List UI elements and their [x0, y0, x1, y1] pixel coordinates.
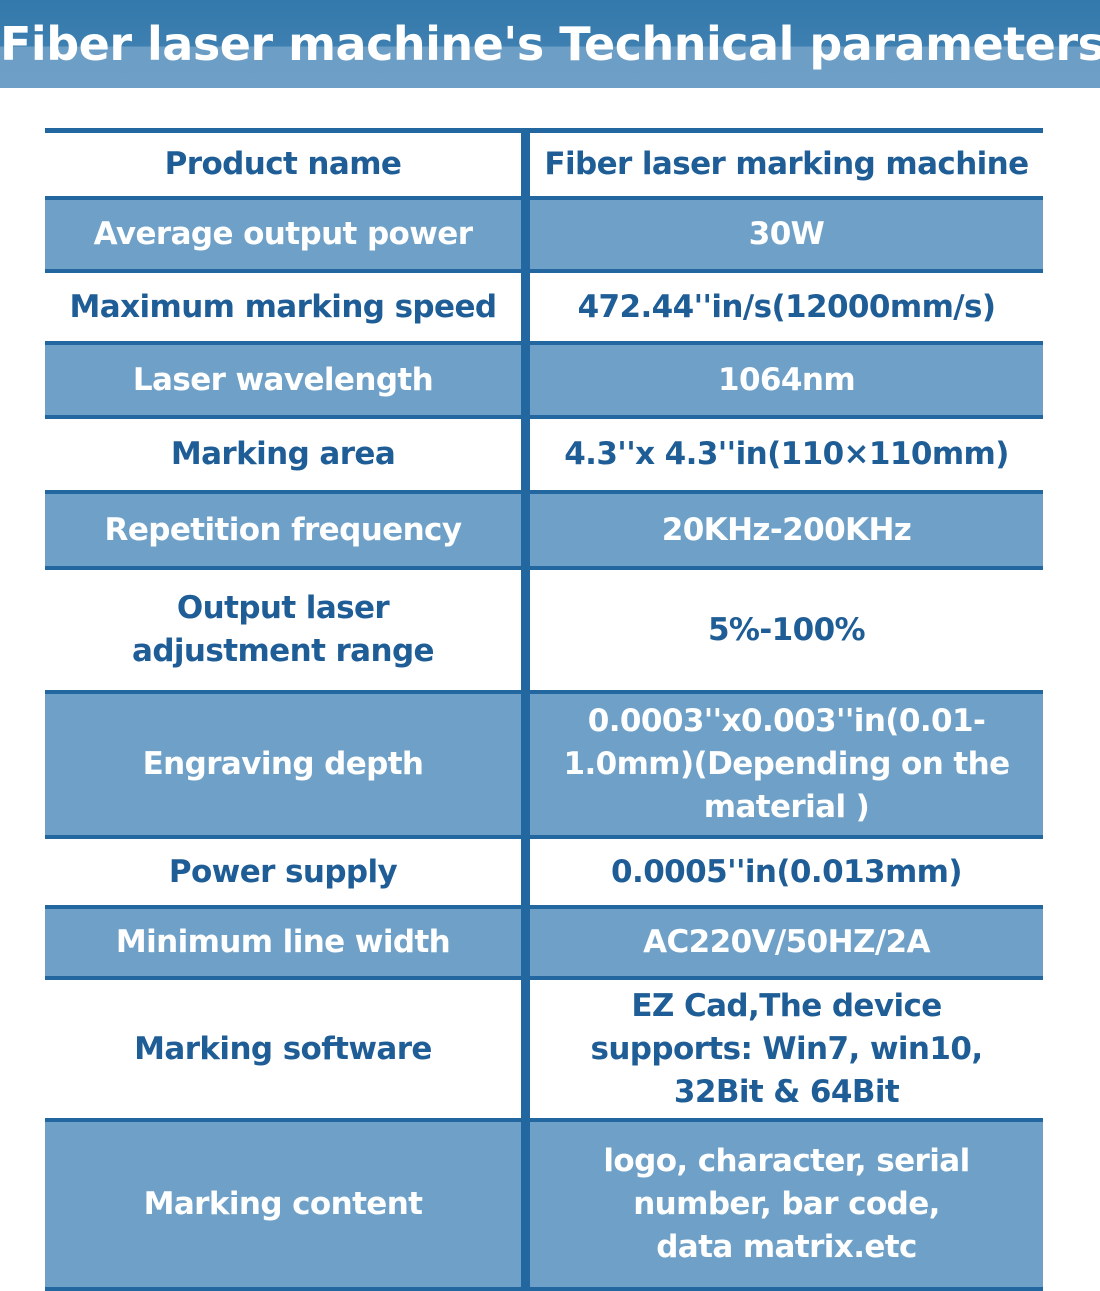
row-label: Repetition frequency	[104, 511, 463, 548]
column-divider	[521, 839, 530, 905]
row-label: Maximum marking speed	[69, 288, 498, 325]
table-row: Power supply 0.0005''in(0.013mm)	[45, 839, 1043, 909]
row-value: 0.0005''in(0.013mm)	[611, 853, 963, 890]
table-row: Product name Fiber laser marking machine	[45, 133, 1043, 200]
row-value: Fiber laser marking machine	[544, 146, 1029, 182]
row-value: 4.3''x 4.3''in(110×110mm)	[564, 436, 1009, 472]
column-divider	[521, 570, 530, 690]
row-label: Marking content	[143, 1186, 423, 1222]
row-value: EZ Cad,The device supports: Win7, win10, 3…	[590, 987, 983, 1110]
column-divider	[521, 133, 530, 196]
table-top-rule	[45, 128, 1043, 133]
row-value: 20KHz-200KHz	[661, 511, 912, 548]
table-row: Laser wavelength 1064nm	[45, 345, 1043, 419]
row-label: Power supply	[168, 853, 398, 890]
row-label: Laser wavelength	[132, 361, 434, 398]
table-row: Average output power 30W	[45, 200, 1043, 273]
row-label: Engraving depth	[142, 746, 424, 782]
column-divider	[521, 494, 530, 566]
table-row: Repetition frequency 20KHz-200KHz	[45, 494, 1043, 570]
table-row: Minimum line width AC220V/50HZ/2A	[45, 909, 1043, 980]
column-divider	[521, 694, 530, 835]
row-value: logo, character, serial number, bar code,…	[603, 1143, 970, 1265]
row-value: 30W	[748, 216, 825, 252]
table-row: Marking software EZ Cad,The device support…	[45, 980, 1043, 1122]
row-value: 1064nm	[717, 361, 856, 398]
row-value: 472.44''in/s(12000mm/s)	[577, 288, 996, 325]
row-value: 0.0003''x0.003''in(0.01- 1.0mm)(Depending…	[563, 703, 1010, 825]
table-row: Engraving depth 0.0003''x0.003''in(0.01- 1…	[45, 694, 1043, 839]
column-divider	[521, 980, 530, 1118]
row-label: Output laser adjustment range	[132, 590, 435, 669]
page-title: Fiber laser machine's Technical paramete…	[0, 17, 1100, 71]
row-label: Minimum line width	[115, 924, 451, 960]
column-divider	[521, 200, 530, 269]
column-divider	[521, 909, 530, 976]
column-divider	[521, 345, 530, 415]
table-row: Maximum marking speed 472.44''in/s(12000m…	[45, 273, 1043, 345]
row-label: Marking software	[134, 1030, 432, 1067]
row-label: Product name	[164, 146, 402, 182]
column-divider	[521, 419, 530, 490]
column-divider	[521, 1122, 530, 1287]
row-label: Average output power	[93, 216, 473, 252]
row-label: Marking area	[170, 436, 396, 472]
row-value: AC220V/50HZ/2A	[643, 924, 930, 960]
header-banner	[0, 0, 1100, 88]
table-row: Marking area 4.3''x 4.3''in(110×110mm)	[45, 419, 1043, 494]
table-row: Output laser adjustment range 5%-100%	[45, 570, 1043, 694]
table-row: Marking content logo, character, serial nu…	[45, 1122, 1043, 1291]
column-divider	[521, 273, 530, 341]
row-value: 5%-100%	[707, 611, 866, 648]
